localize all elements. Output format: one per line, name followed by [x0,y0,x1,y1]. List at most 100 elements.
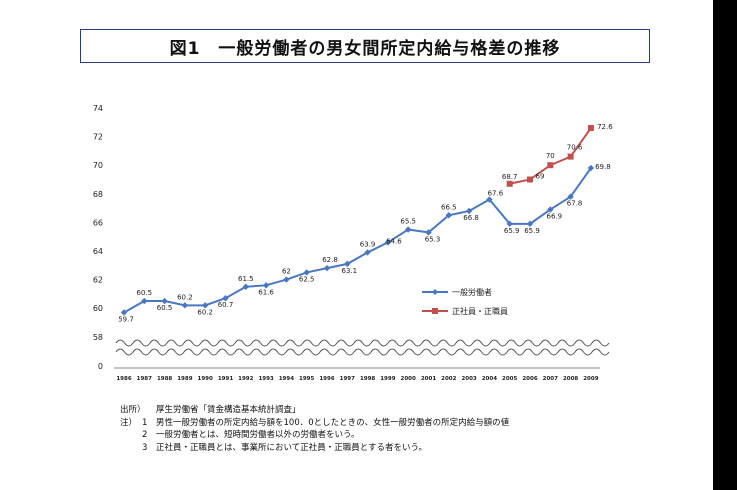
data-label: 60.7 [218,301,234,309]
data-label: 69.8 [595,163,611,171]
data-label: 66.5 [441,203,457,211]
x-tick-label: 1993 [258,376,273,382]
x-tick-label: 1996 [319,376,334,382]
x-tick-label: 2008 [563,376,578,382]
data-point [567,153,574,160]
y-tick-label: 0 [98,362,103,371]
data-label: 61.5 [238,275,254,283]
data-label: 59.7 [118,315,134,323]
x-tick-label: 2000 [401,376,416,382]
data-label: 70.6 [567,144,583,152]
data-label: 67.8 [567,200,583,208]
data-point [527,176,533,183]
data-point [202,302,209,309]
x-tick-label: 2002 [441,376,456,382]
x-tick-label: 1990 [198,376,213,382]
data-point [161,297,168,305]
x-tick-label: 1998 [360,376,375,382]
data-label: 64.6 [386,237,402,245]
source-row: 出所） 厚生労働省「賃金構造基本統計調査」 [120,404,509,417]
y-tick-label: 68 [93,190,103,199]
y-tick-label: 66 [93,218,103,227]
data-point [222,294,229,302]
y-tick-label: 60 [93,304,103,313]
x-tick-label: 2007 [543,376,558,382]
data-point [323,264,331,272]
data-point [587,125,594,132]
data-point [120,309,128,316]
legend-label: 一般労働者 [452,287,492,297]
data-label: 66.9 [547,213,563,221]
x-tick-label: 2006 [522,376,537,382]
data-label: 72.6 [597,123,613,131]
x-tick-label: 1986 [116,376,131,382]
data-point [526,220,534,228]
axis-break-wave [115,348,610,356]
document-page: 図1 一般労働者の男女間所定内給与格差の推移 0 58 60 62 64 66 68 70 72… [0,0,713,490]
note-text: 一般労働者とは、短時間労働者以外の労働者をいう。 [156,430,360,440]
y-tick-label: 70 [93,161,103,170]
note-key: 注） [120,417,138,428]
data-point [506,220,513,228]
data-label: 67.6 [488,190,504,198]
data-label: 60.2 [197,308,213,316]
data-label: 63.9 [360,240,376,248]
data-label: 68.7 [502,173,518,181]
data-label: 60.5 [157,304,173,312]
x-tick-label: 1991 [218,376,233,382]
chart-notes: 出所） 厚生労働省「賃金構造基本統計調査」 注） 1 男性一般労働者の所定内給与… [120,404,509,454]
data-label: 65.3 [425,235,441,243]
data-label: 60.2 [177,293,193,301]
data-point [181,302,189,309]
data-point [547,206,554,213]
note-row-2: 2 一般労働者とは、短時間労働者以外の労働者をいう。 [120,429,509,442]
data-label: 62.8 [322,256,338,264]
data-point [486,196,493,203]
note-number: 3 [142,442,148,453]
data-label: 69 [536,173,545,181]
x-tick-label: 1997 [340,376,355,382]
data-point [141,297,148,305]
data-point [445,212,452,219]
chart-title: 図1 一般労働者の男女間所定内給与格差の推移 [80,29,650,63]
note-number: 2 [142,430,148,440]
x-tick-label: 1992 [238,376,253,382]
x-tick-label: 2005 [502,376,517,382]
source-text: 厚生労働省「賃金構造基本統計調査」 [156,405,301,415]
data-point [405,226,412,233]
legend-marker [432,289,438,295]
data-label: 65.9 [504,227,520,235]
data-label: 65.5 [400,218,416,226]
series-line [123,167,592,314]
y-tick-label: 62 [93,276,103,285]
x-tick-label: 1988 [157,376,172,382]
legend-label: 正社員・正職員 [452,306,508,316]
y-tick-label: 58 [93,333,103,342]
x-tick-label: 2001 [421,376,436,382]
data-label: 63.1 [342,267,358,275]
line-chart: 0 58 60 62 64 66 68 70 72 74 1986 1987 1988 1989 1990 1… [93,104,613,382]
y-tick-label: 74 [93,104,103,113]
data-label: 62 [282,268,291,276]
data-point [384,239,392,246]
data-point [283,276,290,283]
data-label: 66.8 [463,214,479,222]
x-tick-label: 2004 [482,376,497,382]
axis-break-wave [115,339,610,347]
x-tick-label: 2003 [461,376,476,382]
data-point [465,207,473,215]
data-label: 61.6 [258,288,274,296]
data-point [364,249,371,256]
data-label: 62.5 [299,275,315,283]
data-point [567,193,574,200]
note-number: 1 [142,417,148,428]
note-row-3: 3 正社員・正職員とは、事業所において正社員・正職員とする者をいう。 [120,442,509,455]
data-label: 70 [546,152,555,160]
note-text: 男性一般労働者の所定内給与額を100．0としたときの、女性一般労働者の所定内給与… [156,417,510,428]
x-tick-label: 1995 [299,376,314,382]
y-tick-label: 64 [93,247,103,256]
data-point [547,162,554,169]
legend-marker [432,308,438,314]
data-point [242,283,249,290]
source-key: 出所） [120,405,146,415]
